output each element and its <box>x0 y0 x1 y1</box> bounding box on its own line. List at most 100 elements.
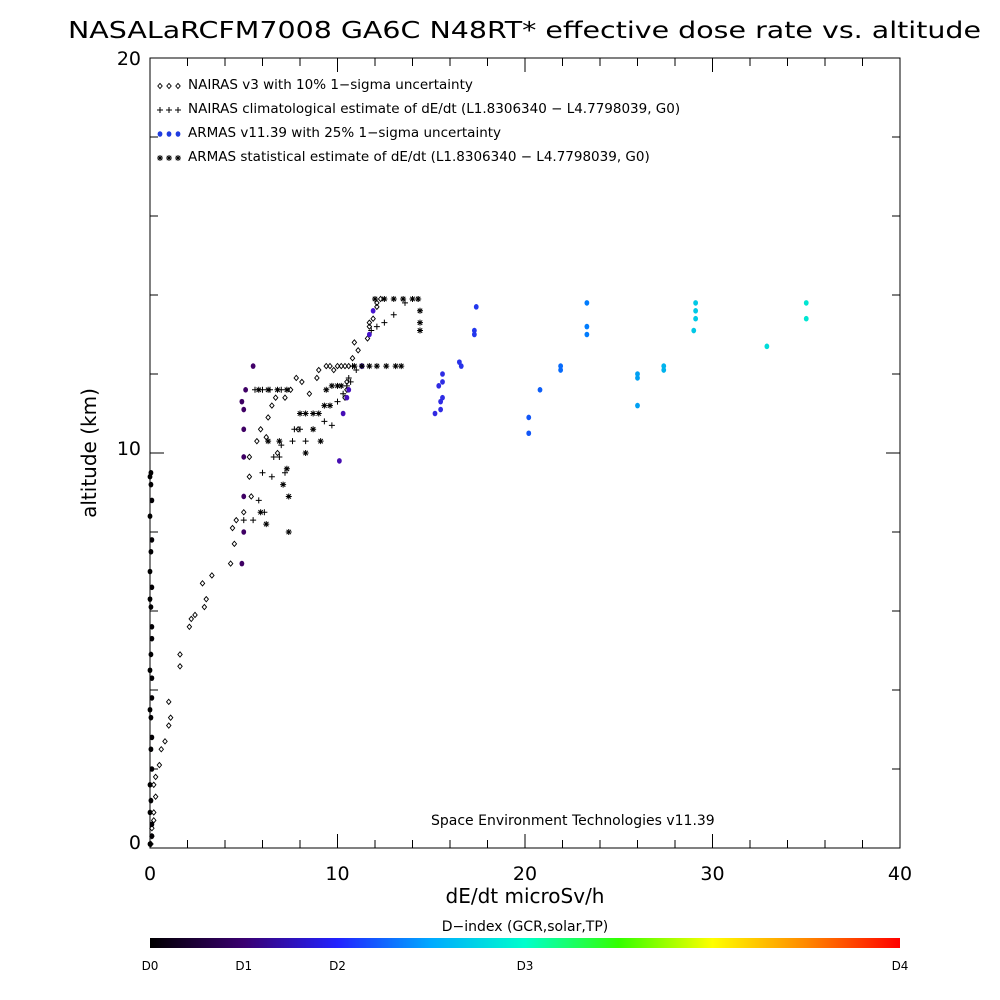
data-point <box>233 516 240 524</box>
data-point <box>471 331 477 338</box>
data-point <box>366 323 373 330</box>
data-point <box>327 362 333 370</box>
data-point <box>241 529 247 535</box>
data-point <box>231 540 238 548</box>
data-point <box>340 410 346 417</box>
data-point <box>330 366 337 374</box>
x-tick-label: 20 <box>513 863 537 885</box>
data-point <box>149 833 155 839</box>
data-point <box>147 706 153 713</box>
data-point <box>392 363 399 370</box>
data-point <box>302 410 309 417</box>
colorbar-label: D0 <box>142 959 159 973</box>
data-point <box>584 323 590 330</box>
data-point <box>340 390 347 397</box>
legend-marker <box>166 131 172 137</box>
data-point <box>276 438 283 445</box>
data-point <box>158 745 165 753</box>
data-point <box>148 797 154 804</box>
data-point <box>147 596 153 602</box>
data-point <box>148 746 154 753</box>
data-point <box>147 513 153 519</box>
data-point <box>149 766 155 772</box>
data-point <box>147 809 153 816</box>
data-point <box>370 315 376 322</box>
data-point <box>150 781 157 789</box>
series-1 <box>240 295 422 524</box>
data-point <box>149 675 155 681</box>
data-point <box>374 303 380 311</box>
data-point <box>351 363 358 370</box>
data-point <box>149 821 155 828</box>
legend-marker <box>166 107 172 113</box>
data-point <box>584 331 590 338</box>
data-point <box>147 841 153 847</box>
data-point <box>366 363 373 370</box>
data-points <box>147 295 809 848</box>
data-point <box>257 426 264 433</box>
data-point <box>347 378 354 385</box>
data-point <box>241 454 247 460</box>
x-tick-label: 40 <box>888 863 912 885</box>
data-point <box>243 387 249 393</box>
data-point <box>417 327 423 334</box>
data-point <box>314 374 320 382</box>
data-point <box>186 623 193 631</box>
data-point <box>691 327 697 334</box>
data-point <box>328 382 335 389</box>
data-point <box>148 604 154 610</box>
legend: NAIRAS v3 with 10% 1−sigma uncertainty N… <box>157 77 680 165</box>
data-point <box>165 698 172 706</box>
data-point <box>693 308 699 314</box>
x-tick-label: 30 <box>700 863 724 885</box>
data-point <box>366 319 373 326</box>
data-point <box>400 295 407 302</box>
data-point <box>156 761 163 769</box>
data-point <box>328 422 335 429</box>
data-point <box>229 524 236 532</box>
data-point <box>315 366 322 374</box>
data-point <box>390 295 397 302</box>
data-point <box>285 529 292 535</box>
data-point <box>241 406 247 413</box>
data-point <box>201 603 208 611</box>
data-point <box>302 450 309 456</box>
data-point <box>162 738 168 745</box>
data-point <box>289 438 296 445</box>
colorbar-label: D3 <box>517 959 534 973</box>
data-point <box>315 410 322 417</box>
legend-marker <box>175 131 181 137</box>
data-point <box>192 611 198 619</box>
legend-marker <box>157 82 163 90</box>
data-point <box>152 773 159 781</box>
chart-title: NASALaRCFM7008 GA6C N48RT* effective dos… <box>68 18 981 44</box>
colorbar-label: D1 <box>235 959 252 973</box>
legend-marker <box>175 155 181 161</box>
data-point <box>323 386 330 393</box>
series-3 <box>255 295 423 535</box>
data-point <box>268 473 275 480</box>
plot-frame <box>149 57 901 849</box>
y-tick-label: 20 <box>117 48 141 70</box>
data-point <box>274 386 281 393</box>
colorbar-title: D−index (GCR,solar,TP) <box>442 919 609 935</box>
data-point <box>282 394 288 401</box>
x-tick-label: 0 <box>144 863 156 885</box>
data-point <box>456 359 462 365</box>
data-point <box>255 386 262 393</box>
data-point <box>254 437 260 445</box>
data-point <box>372 295 378 302</box>
data-point <box>272 394 279 401</box>
data-point <box>149 497 155 504</box>
colorbar-label: D4 <box>892 959 909 973</box>
data-point <box>209 572 215 579</box>
data-point <box>148 469 154 476</box>
data-point <box>323 362 330 370</box>
data-point <box>526 430 532 437</box>
data-point <box>390 311 397 318</box>
data-point <box>558 363 564 369</box>
credit-text: Space Environment Technologies v11.39 <box>431 813 715 829</box>
legend-entry-nairas-climatological: NAIRAS climatological estimate of dE/dt … <box>188 101 680 117</box>
data-point <box>661 363 667 369</box>
